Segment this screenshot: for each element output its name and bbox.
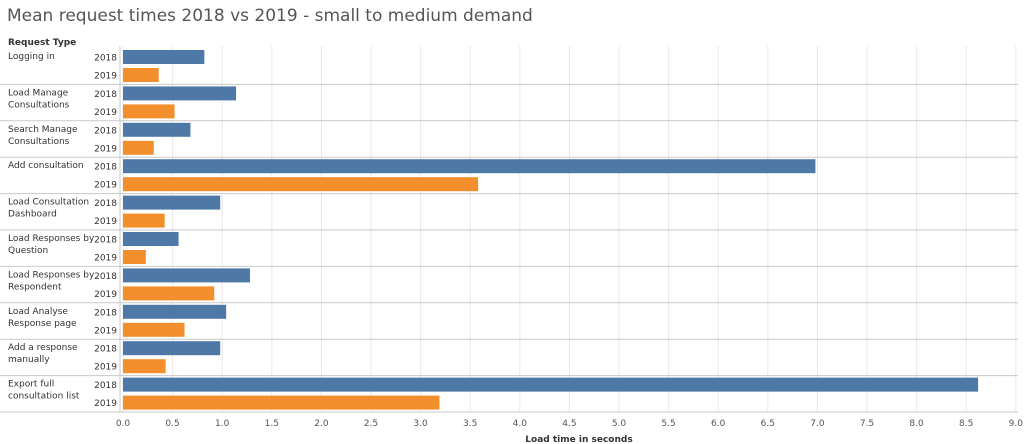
bar (123, 86, 237, 101)
x-tick-label: 4.0 (513, 419, 528, 429)
bar (123, 50, 205, 64)
year-label: 2019 (94, 290, 117, 300)
bar (123, 322, 185, 337)
x-tick-label: 4.5 (562, 419, 576, 429)
x-tick-label: 6.0 (711, 419, 726, 429)
bar (123, 177, 479, 192)
x-tick-label: 8.0 (909, 419, 924, 429)
x-tick-label: 5.0 (612, 419, 627, 429)
x-tick-label: 5.5 (661, 419, 675, 429)
year-label: 2019 (94, 217, 117, 227)
bar (123, 377, 979, 392)
x-tick-label: 7.5 (860, 419, 874, 429)
category-label: Respondent (8, 282, 62, 292)
x-tick-label: 3.0 (413, 419, 428, 429)
category-label: Logging in (8, 52, 55, 62)
bar (123, 68, 159, 82)
category-label: Load Analyse (8, 307, 68, 317)
year-label: 2018 (94, 54, 117, 64)
category-label: Search Manage (8, 125, 78, 135)
category-label: Add consultation (8, 161, 84, 171)
chart-title: Mean request times 2018 vs 2019 - small … (7, 6, 533, 26)
x-tick-label: 1.5 (265, 419, 279, 429)
category-label: Add a response (8, 343, 78, 353)
bar (123, 250, 146, 264)
year-label: 2019 (94, 326, 117, 336)
year-label: 2019 (94, 108, 117, 118)
category-label: manually (8, 355, 50, 365)
year-label: 2018 (94, 90, 117, 100)
year-label: 2019 (94, 363, 117, 373)
year-label: 2019 (94, 144, 117, 154)
bar (123, 268, 250, 283)
bar (123, 213, 165, 228)
year-label: 2018 (94, 163, 117, 173)
year-label: 2018 (94, 308, 117, 318)
bar (123, 104, 175, 119)
bar (123, 195, 221, 210)
bar (123, 140, 154, 155)
year-label: 2018 (94, 272, 117, 282)
year-label: 2018 (94, 381, 117, 391)
x-axis-title: Load time in seconds (525, 435, 632, 444)
year-label: 2019 (94, 72, 117, 82)
x-tick-label: 7.0 (810, 419, 825, 429)
category-label: Response page (8, 319, 77, 329)
bar (123, 159, 816, 174)
year-label: 2018 (94, 345, 117, 355)
bar (123, 232, 179, 246)
category-label: Dashboard (8, 210, 57, 220)
bar (123, 286, 215, 301)
x-tick-label: 2.0 (314, 419, 329, 429)
bar (123, 122, 191, 137)
category-label: Load Responses by (8, 270, 95, 280)
category-label: Load Consultation (8, 198, 89, 208)
year-label: 2019 (94, 254, 117, 264)
x-tick-label: 9.0 (1009, 419, 1024, 429)
bar (123, 304, 227, 319)
category-label: Export full (8, 380, 54, 390)
row-header: Request Type (8, 38, 76, 48)
year-label: 2019 (94, 181, 117, 191)
category-label: consultation list (8, 392, 80, 402)
bar (123, 341, 221, 356)
x-tick-label: 0.0 (116, 419, 131, 429)
x-tick-label: 8.5 (959, 419, 973, 429)
category-label: Load Responses by (8, 234, 95, 244)
x-tick-label: 2.5 (364, 419, 378, 429)
year-label: 2018 (94, 199, 117, 209)
category-label: Consultations (8, 137, 70, 147)
category-label: Consultations (8, 100, 70, 110)
x-tick-label: 0.5 (165, 419, 179, 429)
x-tick-label: 3.5 (463, 419, 477, 429)
year-label: 2018 (94, 236, 117, 246)
x-tick-label: 1.0 (215, 419, 230, 429)
year-label: 2019 (94, 399, 117, 409)
bar (123, 395, 440, 410)
x-tick-label: 6.5 (761, 419, 775, 429)
year-label: 2018 (94, 126, 117, 136)
category-label: Question (8, 246, 48, 256)
category-label: Load Manage (8, 88, 69, 98)
bar (123, 359, 166, 374)
